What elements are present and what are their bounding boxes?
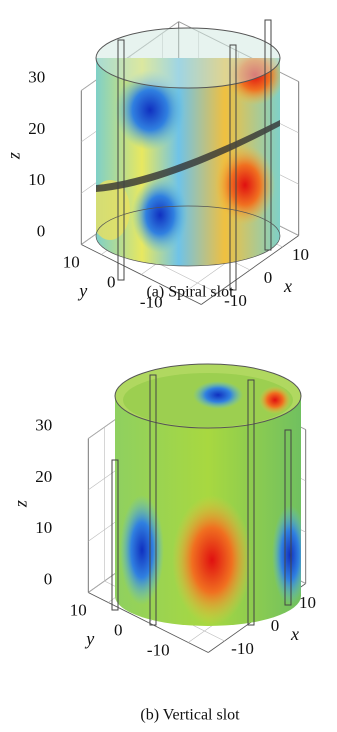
x-axis-title: x xyxy=(290,624,299,644)
z-tick-label: 10 xyxy=(28,170,45,189)
cylinder xyxy=(90,20,285,290)
y-tick-label: 10 xyxy=(70,600,87,619)
x-tick-label: 0 xyxy=(264,268,273,287)
x-tick-label: 0 xyxy=(271,616,280,635)
z-tick-label: 0 xyxy=(44,569,53,588)
caption: (b) Vertical slot xyxy=(140,707,240,724)
z-axis-title: z xyxy=(3,152,23,160)
y-tick-label: 0 xyxy=(107,272,116,291)
y-axis-title: y xyxy=(84,629,94,649)
z-tick-label: 20 xyxy=(28,119,45,138)
x-tick-label: 10 xyxy=(299,593,316,612)
x-axis-title: x xyxy=(283,276,292,296)
figure: 0 10 20 30 -10 0 10 -10 0 10 z x y (a) Spiral slot 0 10… xyxy=(0,0,337,732)
y-tick-label: 10 xyxy=(63,252,80,271)
cylinder xyxy=(112,364,308,626)
z-tick-label: 20 xyxy=(35,467,52,486)
z-tick-label: 0 xyxy=(37,221,46,240)
z-tick-label: 30 xyxy=(28,68,45,87)
caption: (a) Spiral slot xyxy=(146,284,234,301)
z-axis-title: z xyxy=(10,500,30,508)
x-tick-label: -10 xyxy=(231,639,254,658)
y-tick-label: -10 xyxy=(147,640,170,659)
y-tick-label: 0 xyxy=(114,620,123,639)
x-tick-label: 10 xyxy=(292,245,309,264)
y-axis-title: y xyxy=(77,281,87,301)
z-tick-label: 30 xyxy=(35,416,52,435)
z-tick-label: 10 xyxy=(35,518,52,537)
